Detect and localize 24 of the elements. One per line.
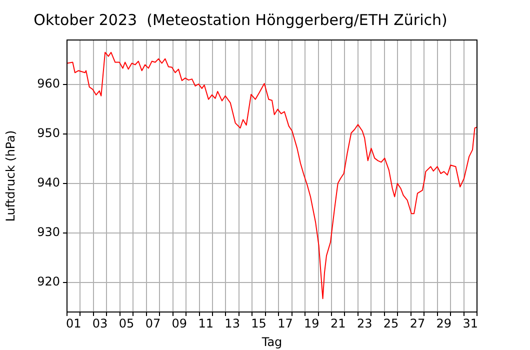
y-tick-label: 960 xyxy=(37,76,60,91)
x-tick-label: 13 xyxy=(224,316,240,330)
x-tick-label: 21 xyxy=(330,316,346,330)
y-tick-label: 920 xyxy=(37,274,60,288)
x-tick-label: 19 xyxy=(304,316,320,330)
x-tick-label: 23 xyxy=(356,316,372,330)
x-tick-label: 29 xyxy=(436,316,452,330)
x-tick-label: 17 xyxy=(278,316,293,330)
x-tick-label: 03 xyxy=(92,316,108,330)
y-tick-label: 940 xyxy=(37,176,60,190)
x-tick-label: 11 xyxy=(198,316,214,330)
x-tick-label: 07 xyxy=(145,316,161,330)
x-tick-label: 15 xyxy=(251,316,266,330)
x-tick-label: 01 xyxy=(66,316,82,330)
x-tick-label: 05 xyxy=(118,316,134,330)
x-tick-label: 25 xyxy=(383,316,399,330)
chart-title: Oktober 2023 (Meteostation Hönggerberg/ETH Zürich) xyxy=(34,10,448,29)
y-tick-label: 950 xyxy=(37,126,60,140)
y-axis-title: Luftdruck (hPa) xyxy=(3,130,18,222)
y-tick-label: 930 xyxy=(37,225,60,239)
x-axis-title: Tag xyxy=(260,334,282,349)
x-tick-label: 27 xyxy=(410,316,426,330)
x-tick-label: 09 xyxy=(172,316,188,330)
x-tick-label: 31 xyxy=(462,316,478,330)
